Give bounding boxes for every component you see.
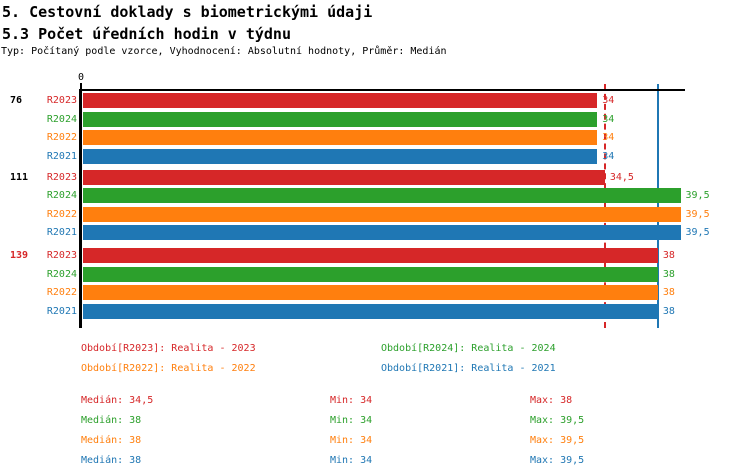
stat-min-r2023: Min: 34 <box>330 395 373 406</box>
series-row-label-r2022: R2022 <box>46 208 77 220</box>
x-axis-line <box>80 89 685 91</box>
bar-r2024-group-111 <box>82 188 681 203</box>
bar-r2024-group-139 <box>82 266 658 282</box>
bar-r2023-group-76 <box>82 93 598 108</box>
series-row-label-r2022: R2022 <box>46 132 77 143</box>
stat-max-r2022: Max: 39,5 <box>530 435 585 446</box>
x-axis-zero-tick-label: 0 <box>77 72 85 83</box>
group-label-139: 139 <box>10 250 29 261</box>
stat-min-r2024: Min: 34 <box>330 415 373 426</box>
legend-item-r2021: Období[R2021]: Realita - 2021 <box>381 363 556 374</box>
series-row-label-r2021: R2021 <box>46 305 77 317</box>
bar-r2022-group-139 <box>82 285 658 300</box>
legend-item-r2023: Období[R2023]: Realita - 2023 <box>81 343 256 354</box>
stat-median-r2022: Medián: 38 <box>81 435 142 446</box>
bar-value-label: 38 <box>662 268 675 280</box>
bar-value-label: 34 <box>602 113 615 125</box>
y-axis-line <box>79 89 82 328</box>
bar-value-label: 39,5 <box>685 227 710 238</box>
series-row-label-r2023: R2023 <box>46 95 77 106</box>
bar-r2022-group-76 <box>82 130 598 145</box>
bar-value-label: 34 <box>602 150 615 162</box>
bar-value-label: 34,5 <box>609 171 634 183</box>
series-row-label-r2022: R2022 <box>46 287 77 298</box>
bar-value-label: 34 <box>602 132 615 143</box>
bar-value-label: 39,5 <box>685 190 710 201</box>
stat-max-r2023: Max: 38 <box>530 395 573 406</box>
chart-title: 5.3 Počet úředních hodin v týdnu <box>2 25 291 43</box>
bar-r2021-group-139 <box>82 303 658 319</box>
bar-r2021-group-76 <box>82 148 598 164</box>
bar-value-label: 39,5 <box>685 208 710 220</box>
bar-value-label: 38 <box>662 287 675 298</box>
x-axis-zero-tick-mark <box>80 83 82 90</box>
stat-max-r2024: Max: 39,5 <box>530 415 585 426</box>
series-row-label-r2024: R2024 <box>46 190 77 201</box>
legend-item-r2022: Období[R2022]: Realita - 2022 <box>81 363 256 374</box>
bar-value-label: 38 <box>662 250 675 261</box>
series-row-label-r2021: R2021 <box>46 150 77 162</box>
stat-min-r2021: Min: 34 <box>330 455 373 466</box>
reference-line-dashed-34.5 <box>603 84 606 328</box>
series-row-label-r2023: R2023 <box>46 171 77 183</box>
bar-r2023-group-139 <box>82 248 658 263</box>
series-row-label-r2024: R2024 <box>46 268 77 280</box>
series-row-label-r2021: R2021 <box>46 227 77 238</box>
bar-value-label: 38 <box>662 305 675 317</box>
group-label-76: 76 <box>10 95 23 106</box>
series-row-label-r2024: R2024 <box>46 113 77 125</box>
stat-median-r2024: Medián: 38 <box>81 415 142 426</box>
legend-item-r2024: Období[R2024]: Realita - 2024 <box>381 343 556 354</box>
bar-r2022-group-111 <box>82 206 681 222</box>
stat-median-r2021: Medián: 38 <box>81 455 142 466</box>
stat-median-r2023: Medián: 34,5 <box>81 395 154 406</box>
group-label-111: 111 <box>10 171 29 183</box>
reference-line-solid-38 <box>656 84 659 328</box>
stat-max-r2021: Max: 39,5 <box>530 455 585 466</box>
chart-meta-line: Typ: Počítaný podle vzorce, Vyhodnocení:… <box>1 46 447 57</box>
stat-min-r2022: Min: 34 <box>330 435 373 446</box>
page-title: 5. Cestovní doklady s biometrickými údaj… <box>2 3 373 21</box>
bar-r2021-group-111 <box>82 225 681 240</box>
series-row-label-r2023: R2023 <box>46 250 77 261</box>
bar-r2023-group-111 <box>82 169 605 185</box>
bar-value-label: 34 <box>602 95 615 106</box>
bar-r2024-group-76 <box>82 111 598 127</box>
